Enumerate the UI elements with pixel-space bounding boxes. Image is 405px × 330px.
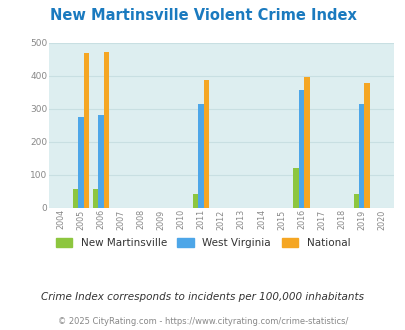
Text: © 2025 CityRating.com - https://www.cityrating.com/crime-statistics/: © 2025 CityRating.com - https://www.city…	[58, 317, 347, 326]
Bar	[358, 104, 364, 208]
Bar	[353, 194, 358, 208]
Legend: New Martinsville, West Virginia, National: New Martinsville, West Virginia, Nationa…	[51, 234, 354, 252]
Bar	[298, 90, 303, 208]
Bar	[203, 80, 209, 208]
Text: Crime Index corresponds to incidents per 100,000 inhabitants: Crime Index corresponds to incidents per…	[41, 292, 364, 302]
Bar	[364, 83, 369, 208]
Bar	[303, 77, 309, 208]
Bar	[198, 104, 203, 208]
Text: New Martinsville Violent Crime Index: New Martinsville Violent Crime Index	[49, 8, 356, 23]
Bar	[293, 168, 298, 208]
Bar	[72, 189, 78, 208]
Bar	[78, 117, 83, 208]
Bar	[103, 52, 109, 208]
Bar	[98, 115, 103, 208]
Bar	[92, 189, 98, 208]
Bar	[193, 194, 198, 208]
Bar	[83, 53, 89, 208]
